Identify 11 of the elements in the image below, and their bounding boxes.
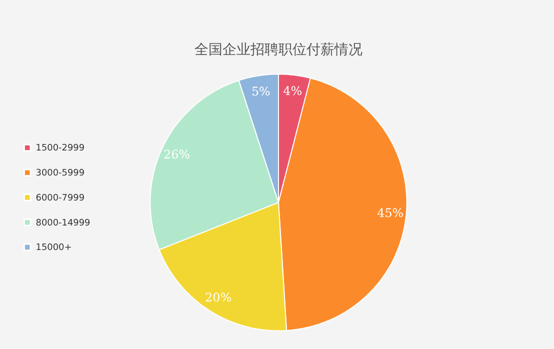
data-label: 45% bbox=[377, 206, 404, 220]
data-label: 26% bbox=[164, 148, 190, 162]
legend-label: 8000-14999 bbox=[36, 218, 91, 228]
data-label: 20% bbox=[205, 290, 232, 304]
legend-label: 3000-5999 bbox=[36, 168, 85, 179]
legend-label: 15000+ bbox=[36, 243, 72, 254]
legend-label: 6000-7999 bbox=[36, 193, 85, 204]
legend-label: 1500-2999 bbox=[36, 144, 85, 154]
data-label: 5% bbox=[251, 84, 270, 98]
chart-title: 全国企业招聘职位付薪情况 bbox=[194, 42, 362, 58]
data-label: 4% bbox=[283, 84, 302, 98]
